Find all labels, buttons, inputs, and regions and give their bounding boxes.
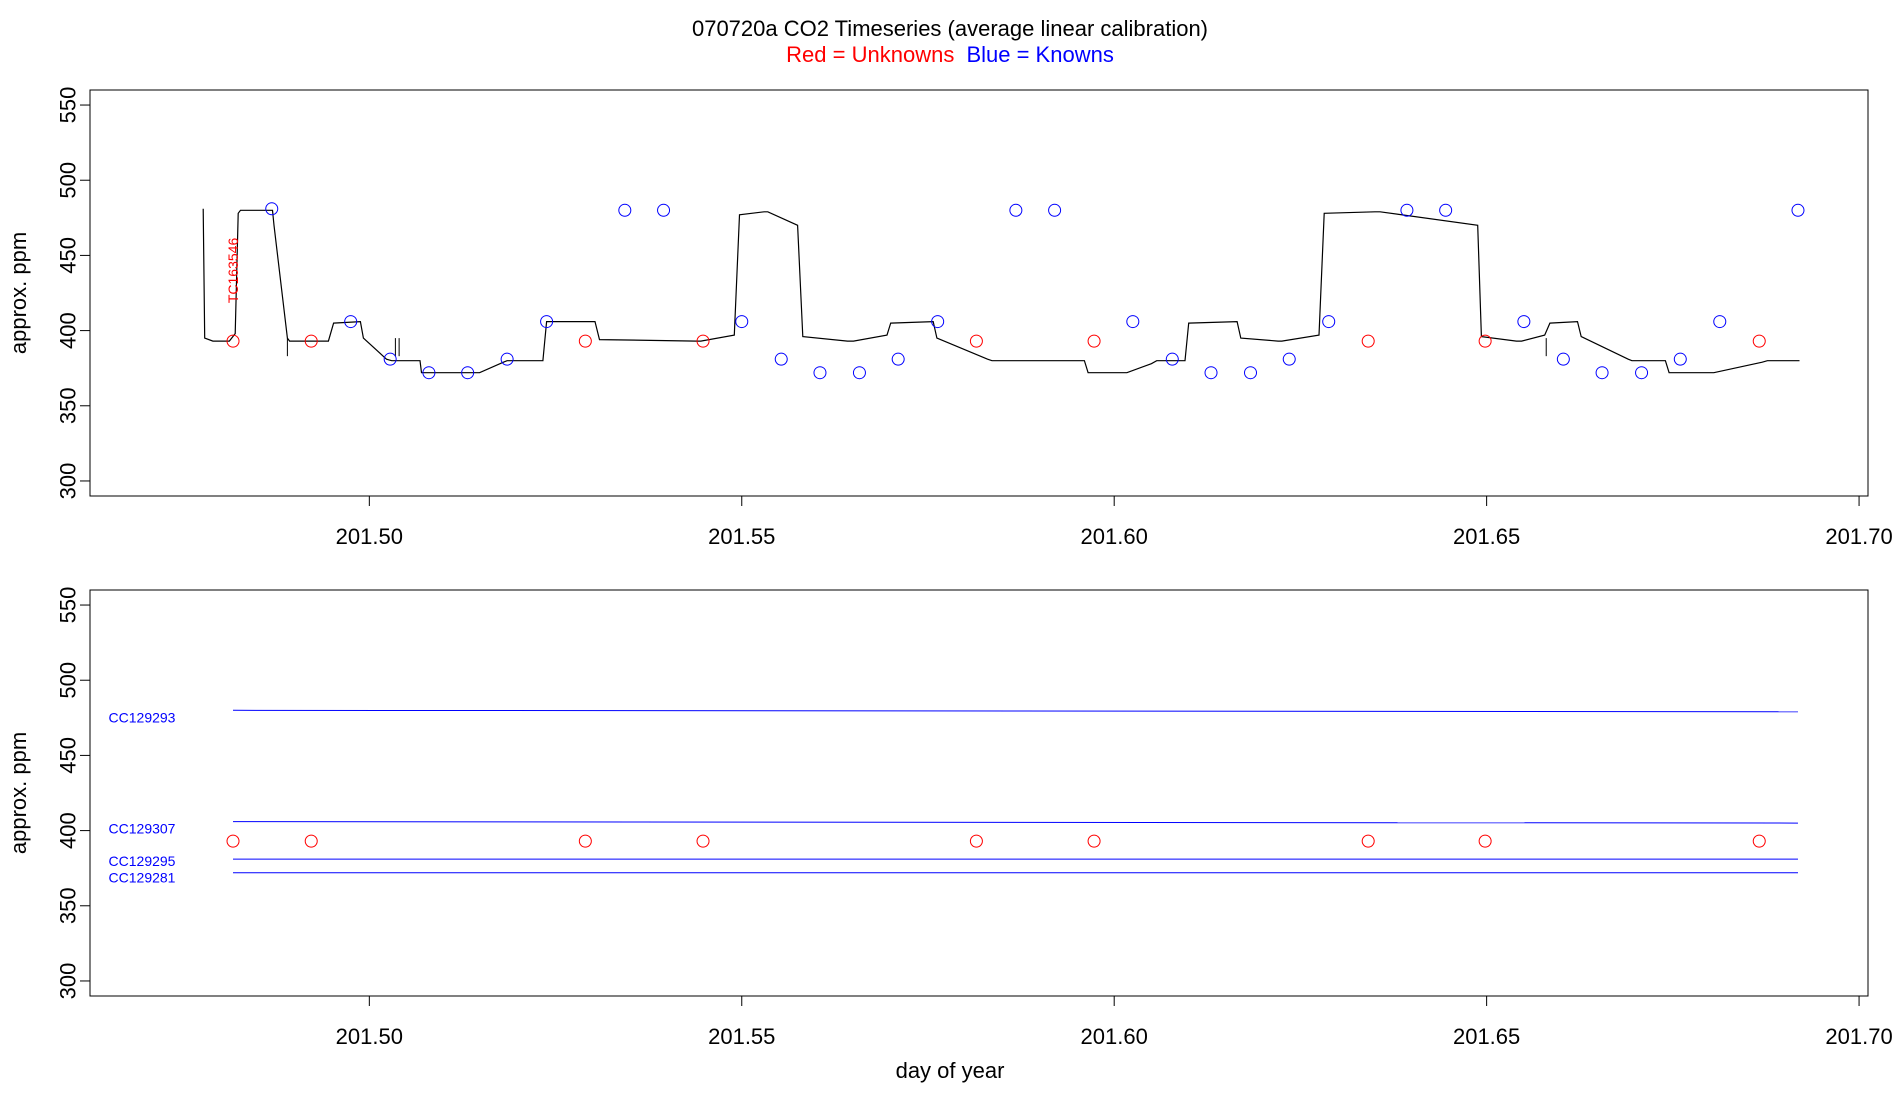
known-point bbox=[1595, 366, 1609, 380]
standard-label: CC129281 bbox=[109, 870, 176, 886]
x-tick-label: 201.70 bbox=[1825, 1024, 1892, 1049]
y-tick-label: 400 bbox=[56, 812, 81, 849]
chart-title: 070720a CO2 Timeseries (average linear c… bbox=[692, 16, 1208, 41]
known-point bbox=[1244, 366, 1258, 380]
y-tick-label: 550 bbox=[56, 587, 81, 624]
unknown-point bbox=[696, 834, 710, 848]
known-point bbox=[1400, 203, 1414, 217]
known-point bbox=[461, 366, 475, 380]
known-point bbox=[891, 352, 905, 366]
bottom-panel: 300 350 400 450 500 550 201.50 201.55 201.60 201.… bbox=[6, 587, 1893, 1049]
known-point bbox=[618, 203, 632, 217]
x-tick-label: 201.50 bbox=[336, 1024, 403, 1049]
unknown-point bbox=[578, 334, 592, 348]
unknown-point bbox=[696, 334, 710, 348]
known-point bbox=[1009, 203, 1023, 217]
unknown-point bbox=[304, 834, 318, 848]
known-point bbox=[1635, 366, 1649, 380]
unknown-point bbox=[578, 834, 592, 848]
known-point bbox=[1048, 203, 1062, 217]
x-tick-label: 201.70 bbox=[1825, 524, 1892, 549]
known-point bbox=[1322, 315, 1336, 329]
known-point bbox=[931, 315, 945, 329]
known-point bbox=[265, 202, 279, 216]
unknown-point bbox=[1087, 334, 1101, 348]
known-point bbox=[344, 315, 358, 329]
known-point bbox=[1126, 315, 1140, 329]
known-point bbox=[1713, 315, 1727, 329]
known-point bbox=[1791, 203, 1805, 217]
known-point bbox=[813, 366, 827, 380]
standard-label: CC129293 bbox=[109, 709, 176, 725]
legend-unknowns: Red = Unknowns bbox=[786, 42, 954, 67]
known-point bbox=[852, 366, 866, 380]
y-tick-label: 500 bbox=[56, 662, 81, 699]
y-tick-label: 300 bbox=[56, 463, 81, 500]
y-tick-label: 550 bbox=[56, 87, 81, 124]
y-tick-label: 300 bbox=[56, 963, 81, 1000]
unknown-point bbox=[1478, 334, 1492, 348]
known-point bbox=[1439, 203, 1453, 217]
co2-trace-line bbox=[202, 208, 1800, 374]
y-axis-label: approx. ppm bbox=[6, 232, 31, 354]
plot-frame bbox=[89, 589, 1869, 997]
standard-line bbox=[233, 821, 1798, 824]
x-tick-label: 201.65 bbox=[1453, 1024, 1520, 1049]
y-axis-label: approx. ppm bbox=[6, 732, 31, 854]
chart-subtitle: Red = Unknowns Blue = Knowns bbox=[786, 42, 1114, 67]
top-panel: 300 350 400 450 500 550 201.50 201.55 201.60 201.… bbox=[6, 87, 1893, 549]
known-point bbox=[1282, 352, 1296, 366]
standard-label: CC129307 bbox=[109, 821, 176, 837]
y-tick-label: 500 bbox=[56, 162, 81, 199]
known-point bbox=[735, 315, 749, 329]
known-point bbox=[422, 366, 436, 380]
standard-line bbox=[233, 709, 1798, 713]
unknown-point bbox=[1478, 834, 1492, 848]
tank-annotation: TC163546 bbox=[225, 238, 241, 304]
unknown-point bbox=[1361, 834, 1375, 848]
unknown-point bbox=[226, 834, 240, 848]
unknown-point bbox=[226, 334, 240, 348]
unknown-point bbox=[1361, 334, 1375, 348]
x-tick-label: 201.65 bbox=[1453, 524, 1520, 549]
unknown-point bbox=[1752, 834, 1766, 848]
known-point bbox=[1517, 315, 1531, 329]
unknown-point bbox=[1752, 334, 1766, 348]
x-tick-label: 201.60 bbox=[1081, 1024, 1148, 1049]
known-point bbox=[1673, 352, 1687, 366]
unknown-point bbox=[969, 334, 983, 348]
x-tick-label: 201.55 bbox=[708, 1024, 775, 1049]
y-tick-label: 400 bbox=[56, 312, 81, 349]
unknown-point bbox=[304, 334, 318, 348]
known-point bbox=[1165, 352, 1179, 366]
x-tick-label: 201.60 bbox=[1081, 524, 1148, 549]
known-point bbox=[1556, 352, 1570, 366]
known-point bbox=[1204, 366, 1218, 380]
unknown-point bbox=[969, 834, 983, 848]
legend-knowns: Blue = Knowns bbox=[966, 42, 1113, 67]
known-point bbox=[540, 315, 554, 329]
unknown-point bbox=[1087, 834, 1101, 848]
known-point bbox=[774, 352, 788, 366]
y-tick-label: 350 bbox=[56, 387, 81, 424]
standard-label: CC129295 bbox=[109, 853, 176, 869]
plot-frame bbox=[89, 89, 1869, 497]
y-tick-label: 450 bbox=[56, 237, 81, 274]
known-point bbox=[383, 352, 397, 366]
known-point bbox=[500, 352, 514, 366]
x-tick-label: 201.55 bbox=[708, 524, 775, 549]
y-tick-label: 450 bbox=[56, 737, 81, 774]
known-point bbox=[657, 203, 671, 217]
x-tick-label: 201.50 bbox=[336, 524, 403, 549]
y-tick-label: 350 bbox=[56, 887, 81, 924]
x-axis-label: day of year bbox=[896, 1058, 1005, 1083]
